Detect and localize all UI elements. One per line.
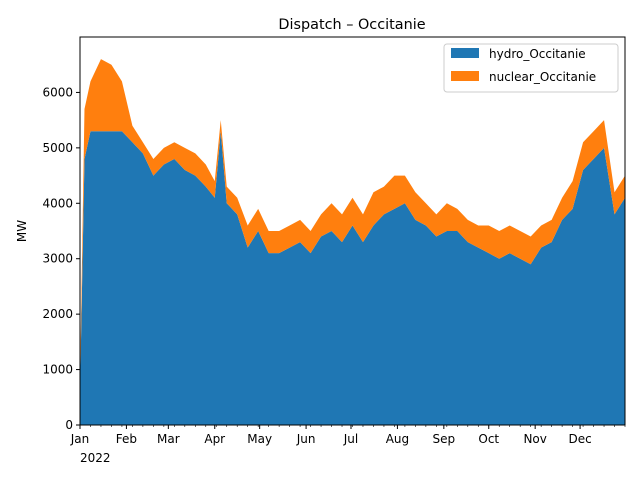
y-tick-label: 5000	[42, 141, 73, 155]
legend: hydro_Occitanie nuclear_Occitanie	[443, 43, 619, 93]
y-axis-label: MW	[15, 220, 29, 242]
x-tick-label: Jul	[343, 432, 358, 446]
y-axis: 0 1000 2000 3000 4000 5000 6000	[42, 85, 80, 432]
x-tick-label: May	[247, 432, 272, 446]
x-tick-label: Aug	[386, 432, 409, 446]
x-axis: Jan Feb Mar Apr May Jun Jul Aug Sep Oct Nov Dec	[70, 425, 626, 446]
x-tick-label: Jun	[296, 432, 316, 446]
x-tick-label: Jan	[70, 432, 90, 446]
x-tick-label: Mar	[157, 432, 180, 446]
area-series-hydro_Occitanie	[80, 131, 625, 426]
x-tick-label: Nov	[523, 432, 546, 446]
y-tick-label: 3000	[42, 252, 73, 266]
x-tick-label: Oct	[478, 432, 499, 446]
x-tick-label: Feb	[116, 432, 137, 446]
y-tick-label: 0	[65, 418, 73, 432]
y-tick-label: 6000	[42, 85, 73, 99]
x-tick-label: Sep	[433, 432, 456, 446]
x-axis-year-label: 2022	[80, 451, 111, 465]
legend-label-nuclear: nuclear_Occitanie	[489, 70, 596, 84]
y-tick-label: 2000	[42, 307, 73, 321]
legend-swatch-nuclear	[451, 71, 479, 81]
x-tick-label: Dec	[568, 432, 591, 446]
legend-swatch-hydro	[451, 48, 479, 58]
legend-label-hydro: hydro_Occitanie	[489, 47, 586, 61]
x-tick-label: Apr	[204, 432, 225, 446]
chart-title: Dispatch – Occitanie	[278, 17, 425, 33]
series-layer	[80, 59, 625, 426]
area-series-nuclear_Occitanie	[80, 59, 625, 392]
legend-frame	[443, 43, 619, 93]
y-tick-label: 1000	[42, 363, 73, 377]
plot-area	[79, 36, 626, 426]
y-tick-label: 4000	[42, 196, 73, 210]
